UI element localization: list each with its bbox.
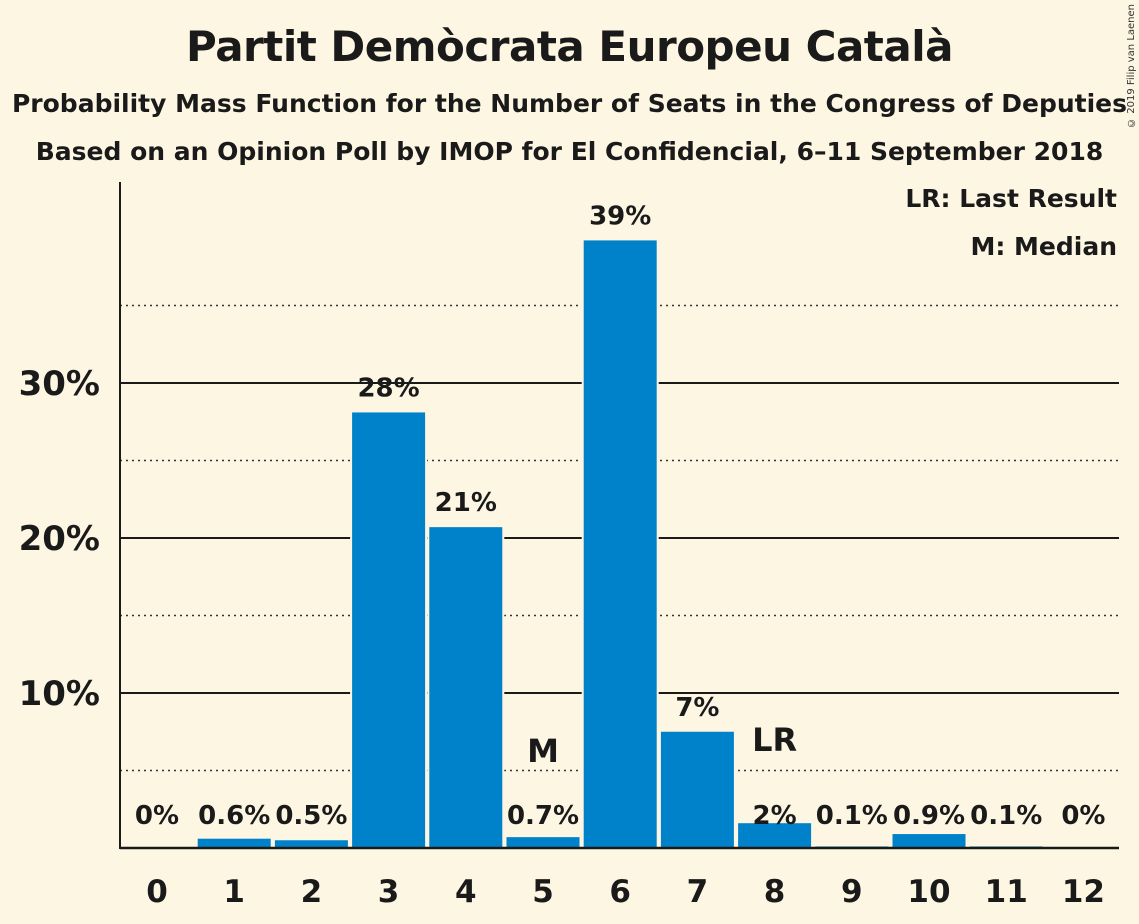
last-result-marker: LR — [752, 721, 797, 759]
bar — [274, 840, 348, 848]
chart-subtitle-method: Probability Mass Function for the Number… — [11, 89, 1128, 118]
data-label: 0.9% — [893, 801, 965, 831]
bar — [738, 823, 812, 848]
bar — [197, 838, 271, 848]
x-tick-label: 2 — [301, 874, 323, 910]
data-label: 0.1% — [970, 801, 1042, 831]
data-label: 0% — [1061, 801, 1105, 831]
data-label: 7% — [675, 693, 719, 723]
x-tick-label: 11 — [985, 874, 1028, 910]
x-tick-label: 6 — [609, 874, 631, 910]
data-label: 28% — [357, 373, 419, 403]
bar-halo — [813, 844, 891, 848]
x-tick-label: 10 — [907, 874, 950, 910]
legend-median: M: Median — [970, 232, 1117, 261]
bar — [352, 412, 426, 848]
x-tick-label: 4 — [455, 874, 477, 910]
x-tick-label: 7 — [687, 874, 709, 910]
data-label: 21% — [435, 488, 497, 518]
y-tick-label: 10% — [19, 674, 100, 714]
y-tick-label: 30% — [19, 364, 100, 404]
legend-last-result: LR: Last Result — [905, 184, 1117, 213]
data-label: 0.5% — [275, 801, 347, 831]
bar-halo — [967, 844, 1045, 848]
chart-title: Partit Demòcrata Europeu Català — [186, 22, 953, 71]
x-tick-label: 5 — [532, 874, 554, 910]
bar — [506, 837, 580, 848]
x-tick-label: 12 — [1062, 874, 1105, 910]
y-tick-label: 20% — [19, 519, 100, 559]
data-label: 0.7% — [507, 801, 579, 831]
data-label: 0.1% — [816, 801, 888, 831]
x-tick-label: 9 — [841, 874, 863, 910]
x-tick-label: 0 — [146, 874, 168, 910]
data-label: 0.6% — [198, 801, 270, 831]
bar — [892, 834, 966, 848]
median-marker: M — [527, 732, 559, 770]
bar — [660, 731, 734, 848]
data-label: 2% — [753, 801, 797, 831]
x-tick-label: 3 — [378, 874, 400, 910]
x-tick-label: 8 — [764, 874, 786, 910]
data-label: 39% — [589, 201, 651, 231]
bar — [583, 240, 657, 848]
x-tick-label: 1 — [223, 874, 245, 910]
data-label: 0% — [135, 801, 179, 831]
chart-subtitle-source: Based on an Opinion Poll by IMOP for El … — [35, 137, 1104, 166]
bar — [429, 527, 503, 848]
